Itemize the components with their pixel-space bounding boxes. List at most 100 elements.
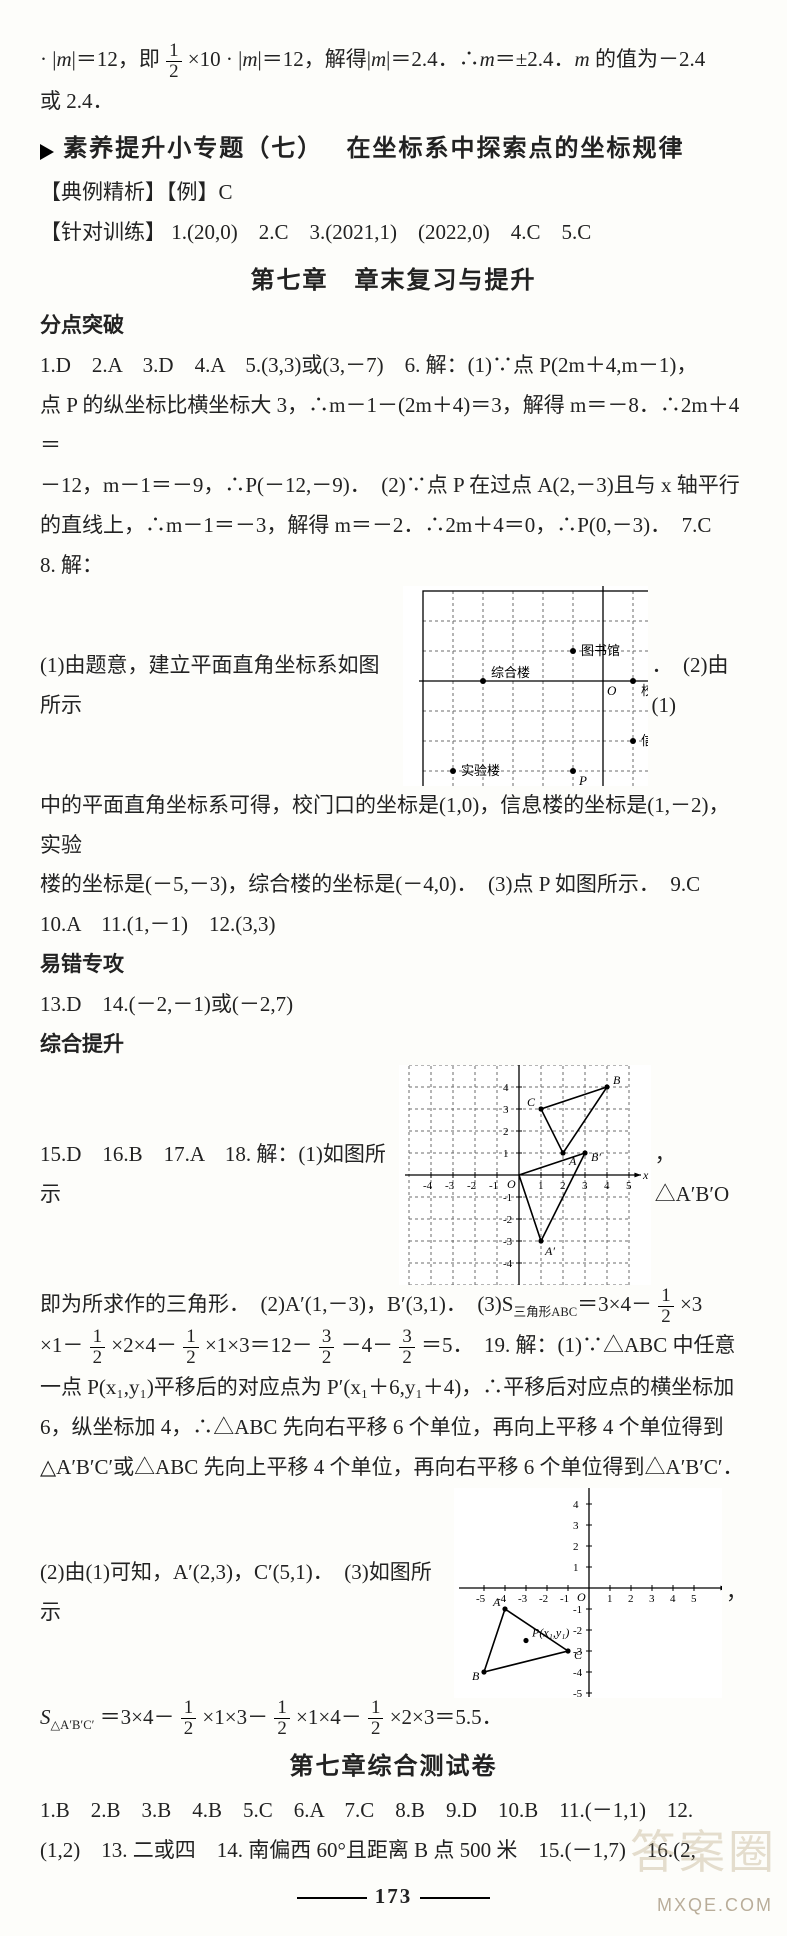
svg-text:B: B — [472, 1669, 480, 1683]
zhts-l1b: ，△A′B′O — [655, 1135, 747, 1215]
svg-text:O: O — [507, 1177, 516, 1191]
svg-text:1: 1 — [503, 1148, 509, 1160]
svg-text:3: 3 — [649, 1593, 655, 1605]
zhts-l7b: ， — [726, 1573, 747, 1613]
fdtp-l5a: (1)由题意，建立平面直角坐标系如图所示 — [40, 646, 399, 726]
svg-text:1: 1 — [538, 1180, 544, 1192]
figure-3-triangle: xyO-5-4-3-2-112345-5-4-3-2-112345ABCP(x₁… — [454, 1488, 722, 1698]
zhts-l3: ×1－ 12 ×2×4－ 12 ×1×3＝12－ 32 －4－ 32 ＝5． 1… — [40, 1326, 747, 1368]
svg-text:2: 2 — [628, 1593, 634, 1605]
yczg-heading: 易错专攻 — [40, 945, 747, 985]
zhts-l5: 6，纵坐标加 4，∴△ABC 先向右平移 6 个单位，再向上平移 4 个单位得到 — [40, 1408, 747, 1448]
test-l1: 1.B 2.B 3.B 4.B 5.C 6.A 7.C 8.B 9.D 10.B… — [40, 1791, 747, 1831]
svg-text:-1: -1 — [503, 1192, 512, 1204]
yczg-l1: 13.D 14.(－2,－1)或(－2,7) — [40, 985, 747, 1025]
zhts-l1a: 15.D 16.B 17.A 18. 解：(1)如图所示 — [40, 1135, 395, 1215]
svg-text:A: A — [568, 1154, 577, 1168]
fdtp-heading: 分点突破 — [40, 306, 747, 346]
svg-text:P(x₁,y₁): P(x₁,y₁) — [531, 1625, 569, 1639]
test-l2: (1,2) 13. 二或四 14. 南偏西 60°且距离 B 点 500 米 1… — [40, 1831, 747, 1871]
svg-text:4: 4 — [573, 1499, 579, 1511]
svg-text:1: 1 — [607, 1593, 613, 1605]
train-items: 1.(20,0) 2.C 3.(2021,1) (2022,0) 4.C 5.C — [171, 220, 591, 244]
train-label: 【针对训练】 — [40, 220, 166, 244]
fdtp-l1: 1.D 2.A 3.D 4.A 5.(3,3)或(3,－7) 6. 解：(1)∵… — [40, 346, 747, 386]
svg-text:-2: -2 — [539, 1593, 548, 1605]
svg-text:3: 3 — [582, 1180, 588, 1192]
zhts-l7a: (2)由(1)可知，A′(2,3)，C′(5,1)． (3)如图所示 — [40, 1553, 450, 1633]
svg-text:3: 3 — [573, 1520, 579, 1532]
zhts-l6: △A′B′C′或△ABC 先向上平移 4 个单位，再向右平移 6 个单位得到△A… — [40, 1448, 747, 1488]
svg-text:4: 4 — [670, 1593, 676, 1605]
svg-text:x: x — [642, 1168, 649, 1182]
figure-1-campus: xyO行政楼图书馆综合楼校门口信息楼实验楼P — [403, 586, 648, 786]
zhts-l7: (2)由(1)可知，A′(2,3)，C′(5,1)． (3)如图所示 xyO-5… — [40, 1488, 747, 1698]
svg-text:-1: -1 — [560, 1593, 569, 1605]
right-triangle-icon — [40, 144, 54, 160]
svg-text:信息楼: 信息楼 — [641, 733, 648, 748]
svg-text:5: 5 — [626, 1180, 632, 1192]
svg-text:-2: -2 — [573, 1625, 582, 1637]
svg-text:-5: -5 — [476, 1593, 486, 1605]
zhts-l2c: ×3 — [680, 1292, 702, 1316]
fdtp-l5: (1)由题意，建立平面直角坐标系如图所示 xyO行政楼图书馆综合楼校门口信息楼实… — [40, 586, 747, 786]
svg-text:-3: -3 — [445, 1180, 455, 1192]
fdtp-l5b: ． (2)由(1) — [652, 646, 747, 726]
svg-text:4: 4 — [503, 1082, 509, 1094]
svg-text:A: A — [492, 1595, 501, 1609]
svg-text:C: C — [527, 1095, 536, 1109]
svg-text:图书馆: 图书馆 — [581, 643, 620, 658]
figure-2-triangle: xyO-4-3-2-112345-4-3-2-11234ABCA′B′ — [399, 1065, 651, 1285]
zhts-l2b: ＝3×4－ — [577, 1292, 652, 1316]
par1-l2: 或 2.4． — [40, 82, 747, 122]
svg-text:-1: -1 — [573, 1604, 582, 1616]
zhts-l8: S△A′B′C′ ＝3×4－ 12 ×1×3－ 12 ×1×4－ 12 ×2×3… — [40, 1698, 747, 1740]
svg-text:P: P — [578, 773, 587, 786]
example-c: 【典例精析】【例】C — [40, 173, 747, 213]
svg-text:-2: -2 — [503, 1214, 512, 1226]
svg-text:B′: B′ — [591, 1150, 601, 1164]
svg-text:3: 3 — [503, 1104, 509, 1116]
svg-text:-1: -1 — [489, 1180, 498, 1192]
zhts-heading: 综合提升 — [40, 1025, 747, 1065]
zhts-l4: 一点 P(x₁,y₁)平移后的对应点为 P′(x₁＋6,y₁＋4)，∴平移后对应… — [40, 1368, 747, 1408]
svg-text:4: 4 — [604, 1180, 610, 1192]
svg-text:-4: -4 — [573, 1667, 583, 1679]
fdtp-l6: 中的平面直角坐标系可得，校门口的坐标是(1,0)，信息楼的坐标是(1,－2)，实… — [40, 786, 747, 866]
svg-text:校门口: 校门口 — [641, 683, 648, 698]
svg-text:-3: -3 — [503, 1236, 513, 1248]
fdtp-l7: 楼的坐标是(－5,－3)，综合楼的坐标是(－4,0)． (3)点 P 如图所示．… — [40, 865, 747, 905]
page: · |m|＝12，即 12 ×10 · |m|＝12，解得|m|＝2.4．∴m＝… — [0, 0, 787, 1936]
fdtp-l4: 的直线上，∴m－1＝－3，解得 m＝－2．∴2m＋4＝0，∴P(0,－3)． 7… — [40, 506, 747, 586]
svg-text:1: 1 — [573, 1562, 579, 1574]
svg-text:-4: -4 — [423, 1180, 433, 1192]
svg-text:O: O — [607, 683, 617, 698]
svg-text:O: O — [577, 1590, 586, 1604]
zhts-l1: 15.D 16.B 17.A 18. 解：(1)如图所示 xyO-4-3-2-1… — [40, 1065, 747, 1285]
svg-text:-5: -5 — [573, 1688, 583, 1698]
svg-text:-3: -3 — [518, 1593, 528, 1605]
page-number: 173 — [40, 1877, 747, 1917]
svg-text:A′: A′ — [544, 1244, 555, 1258]
svg-text:2: 2 — [503, 1126, 509, 1138]
svg-text:实验楼: 实验楼 — [461, 763, 500, 778]
fdtp-l2: 点 P 的纵坐标比横坐标大 3，∴m－1－(2m＋4)＝3，解得 m＝－8．∴2… — [40, 386, 747, 466]
svg-text:5: 5 — [691, 1593, 697, 1605]
svg-text:B: B — [613, 1073, 621, 1087]
fdtp-l8: 10.A 11.(1,－1) 12.(3,3) — [40, 905, 747, 945]
par1-l1: · |m|＝12，即 12 ×10 · |m|＝12，解得|m|＝2.4．∴m＝… — [40, 40, 747, 82]
chapter-title: 第七章 章末复习与提升 — [40, 259, 747, 305]
svg-text:-4: -4 — [503, 1258, 513, 1270]
svg-text:2: 2 — [573, 1541, 579, 1553]
svg-text:2: 2 — [560, 1180, 566, 1192]
svg-text:C: C — [574, 1648, 583, 1662]
zhts-l2sub: 三角形ABC — [513, 1305, 577, 1319]
zhts-l2a: 即为所求作的三角形． (2)A′(1,－3)，B′(3,1)． (3)S — [40, 1292, 513, 1316]
heading-topic-7: 素养提升小专题（七） 在坐标系中探索点的坐标规律 — [40, 127, 747, 173]
svg-text:-2: -2 — [467, 1180, 476, 1192]
train-row: 【针对训练】 1.(20,0) 2.C 3.(2021,1) (2022,0) … — [40, 213, 747, 253]
fdtp-l3: －12，m－1＝－9，∴P(－12,－9)． (2)∵点 P 在过点 A(2,－… — [40, 466, 747, 506]
svg-text:综合楼: 综合楼 — [491, 665, 530, 680]
test-title: 第七章综合测试卷 — [40, 1745, 747, 1791]
zhts-l2: 即为所求作的三角形． (2)A′(1,－3)，B′(3,1)． (3)S三角形A… — [40, 1285, 747, 1327]
